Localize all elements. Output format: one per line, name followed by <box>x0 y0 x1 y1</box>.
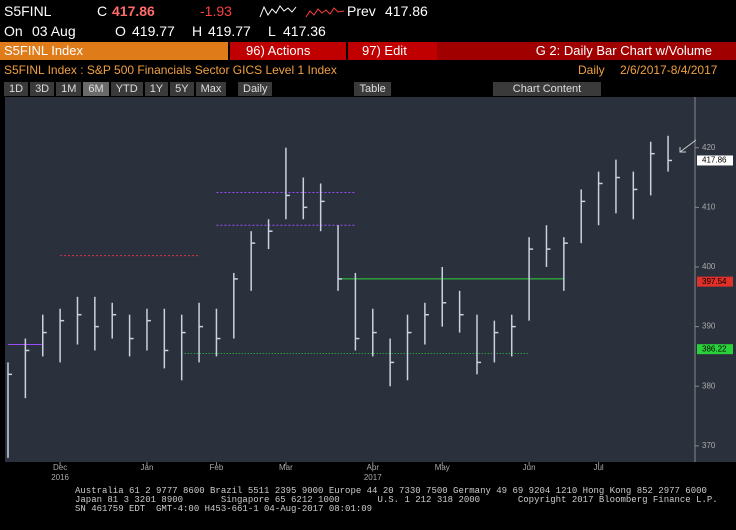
price-tag <box>697 344 733 355</box>
price-tag <box>697 276 733 287</box>
range-button[interactable]: 3D <box>30 82 55 96</box>
arrow <box>679 139 697 153</box>
prev: 417.86 <box>385 3 428 19</box>
h-label: H <box>192 23 203 39</box>
period: Daily <box>578 63 605 77</box>
c-label: C <box>97 3 108 19</box>
l-label: L <box>268 23 276 39</box>
x-tick-label: Dec <box>53 463 67 472</box>
price-tag-label: 417.86 <box>702 156 727 165</box>
y-tick-label: 420 <box>702 143 716 152</box>
on-label: On <box>4 23 23 39</box>
x-tick-label: Jun <box>523 463 536 472</box>
x-tick-label: Feb <box>210 463 224 472</box>
range-button[interactable]: 1Y <box>144 82 169 96</box>
y-tick-label: 380 <box>702 381 716 390</box>
x-year-label: 2017 <box>364 473 382 482</box>
content-button[interactable]: Chart Content <box>492 82 602 96</box>
footer: Australia 61 2 9777 8600 Brazil 5511 239… <box>75 487 718 514</box>
range-button[interactable]: 6M <box>83 82 109 96</box>
price-tag-label: 386.22 <box>702 344 727 353</box>
frequency[interactable]: Daily <box>238 82 273 96</box>
date: 03 Aug <box>32 23 76 39</box>
price-tag-label: 397.54 <box>702 277 727 286</box>
plot-background <box>5 97 736 462</box>
footer-line: Japan 81 3 3201 8900 Singapore 65 6212 1… <box>75 495 718 505</box>
toolbar-right: Daily Table Chart Content <box>238 79 603 97</box>
actions-menu[interactable]: 96) Actions <box>230 42 346 60</box>
range-button[interactable]: 5Y <box>170 82 194 96</box>
y-tick-label: 370 <box>702 441 716 450</box>
open: 419.77 <box>132 23 175 39</box>
description: S5FINL Index : S&P 500 Financials Sector… <box>4 63 337 77</box>
range-button[interactable]: Max <box>195 82 227 96</box>
last-price: 417.86 <box>112 3 155 19</box>
x-tick-label: Jan <box>141 463 154 472</box>
table-button[interactable]: Table <box>354 82 391 96</box>
range-button[interactable]: 1M <box>56 82 82 96</box>
range-button[interactable]: YTD <box>110 82 143 96</box>
y-tick-label: 400 <box>702 262 716 271</box>
low: 417.36 <box>283 23 326 39</box>
security-box[interactable]: S5FINL Index <box>0 42 228 60</box>
prev-label: Prev <box>347 3 376 19</box>
range: 2/6/2017-8/4/2017 <box>620 63 718 77</box>
arrow-head <box>679 147 686 153</box>
y-tick-label: 390 <box>702 322 716 331</box>
chart-name: G 2: Daily Bar Chart w/Volume <box>437 42 736 60</box>
y-tick-label: 410 <box>702 202 716 211</box>
x-tick-label: May <box>435 463 450 472</box>
footer-line: Australia 61 2 9777 8600 Brazil 5511 239… <box>75 486 707 496</box>
ticker: S5FINL <box>4 3 52 19</box>
toolbar: 1D 3D 1M 6M YTD 1Y 5Y Max <box>4 79 228 97</box>
x-year-label: 2016 <box>51 473 69 482</box>
x-tick-label: Jul <box>593 463 603 472</box>
o-label: O <box>115 23 126 39</box>
high: 419.77 <box>208 23 251 39</box>
price-tag <box>697 155 733 166</box>
change: -1.93 <box>200 3 232 19</box>
x-tick-label: Apr <box>367 463 380 472</box>
sparklines <box>259 5 345 18</box>
x-tick-label: Mar <box>279 463 293 472</box>
range-button[interactable]: 1D <box>4 82 29 96</box>
footer-line: SN 461759 EDT GMT-4:00 H453-661-1 04-Aug… <box>75 504 373 514</box>
edit-menu[interactable]: 97) Edit <box>348 42 448 60</box>
